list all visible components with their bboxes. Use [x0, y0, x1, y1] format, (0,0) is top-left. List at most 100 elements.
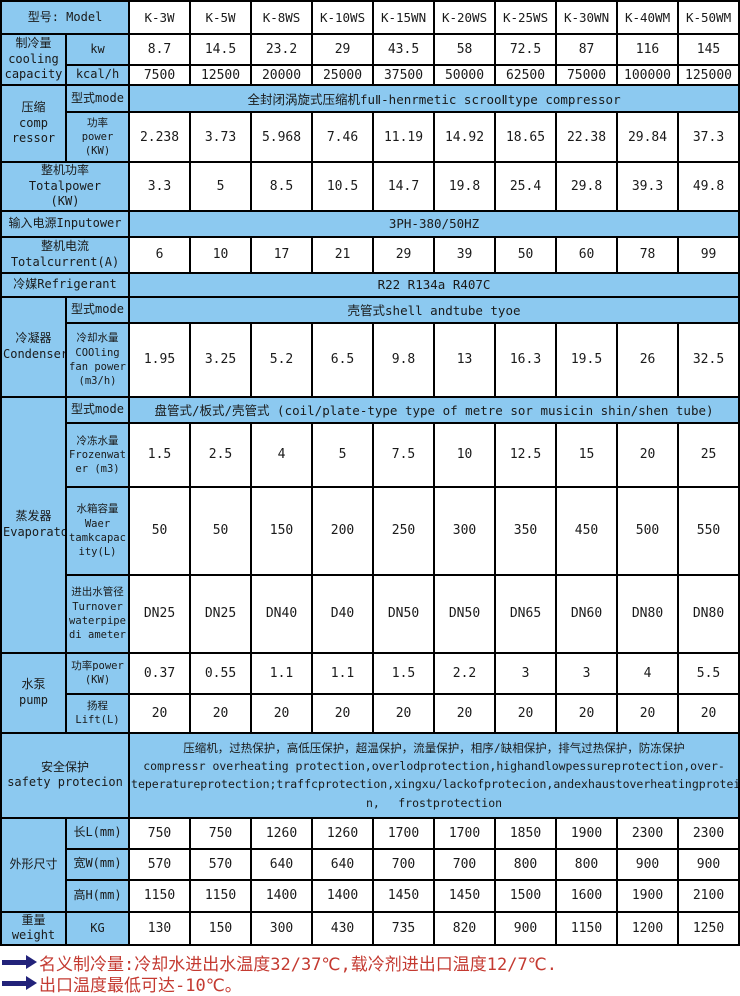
dimension-height-value: 2100	[677, 878, 740, 913]
pipe-diameter-value: DN50	[433, 573, 497, 654]
model-header-label: 型号: Model	[0, 0, 131, 35]
pipe-diameter-value: DN60	[555, 573, 619, 654]
row-label-length: 长L(mm)	[64, 816, 131, 850]
model-column-header: K-25WS	[494, 0, 558, 35]
compressor-power-value: 37.3	[677, 111, 740, 163]
cooling-kcal-value: 100000	[616, 64, 680, 86]
pipe-diameter-value: DN25	[128, 573, 192, 654]
total-power-value: 3.3	[128, 161, 192, 212]
dimension-width-value: 900	[677, 847, 740, 881]
row-label-compressor-power: 功率 power (KW)	[64, 111, 131, 163]
row-total-current: 整机电流 Totalcurrent(A) 6 10 17 21 29 39 50 60 78 99	[0, 235, 740, 274]
model-header-row: 型号: Model K-3W K-5W K-8WS K-10WS K-15WN K-20W…	[0, 0, 740, 35]
cooling-kw-value: 116	[616, 33, 680, 66]
row-label-input-power: 输入电源Inputower	[0, 209, 131, 238]
row-label-refrigerant: 冷媒Refrigerant	[0, 271, 131, 298]
compressor-power-value: 3.73	[189, 111, 253, 163]
compressor-power-value: 18.65	[494, 111, 558, 163]
total-power-value: 8.5	[250, 161, 314, 212]
group-label-compressor: 压缩 comp ressor	[0, 84, 67, 163]
total-current-value: 50	[494, 235, 558, 274]
condenser-water-value: 13	[433, 321, 497, 398]
dimension-length-value: 1260	[250, 816, 314, 850]
dimension-width-value: 640	[311, 847, 375, 881]
pump-power-value: 2.2	[433, 651, 497, 695]
input-power-value: 3PH-380/50HZ	[128, 209, 740, 238]
total-power-value: 29.8	[555, 161, 619, 212]
condenser-water-value: 3.25	[189, 321, 253, 398]
dimension-height-value: 1450	[433, 878, 497, 913]
compressor-power-value: 2.238	[128, 111, 192, 163]
footer-notes: 名义制冷量:冷却水进出水温度32/37℃,载冷剂进出口温度12/7℃. 出口温度…	[0, 946, 740, 996]
row-frozen-water: 冷冻水量 Frozenwat er (m3) 1.5 2.5 4 5 7.5 10 12.5…	[1, 421, 740, 488]
row-label-safety: 安全保护 safety protecion	[0, 731, 131, 819]
dimension-height-value: 1450	[372, 878, 436, 913]
pump-power-value: 1.1	[311, 651, 375, 695]
tank-capacity-value: 450	[555, 485, 619, 576]
model-column-header: K-50WM	[677, 0, 740, 35]
pipe-diameter-value: D40	[311, 573, 375, 654]
total-current-value: 29	[372, 235, 436, 274]
frozen-water-value: 25	[677, 421, 740, 488]
pump-lift-value: 20	[372, 692, 436, 734]
condenser-water-value: 1.95	[128, 321, 192, 398]
dimension-length-value: 1850	[494, 816, 558, 850]
row-label-pipe-diameter: 进出水管径 Turnover waterpipe di ameter	[64, 573, 131, 654]
row-label-kcal: kcal/h	[64, 64, 131, 86]
model-column-header: K-40WM	[616, 0, 680, 35]
total-current-value: 60	[555, 235, 619, 274]
frozen-water-value: 20	[616, 421, 680, 488]
cooling-kcal-value: 20000	[250, 64, 314, 86]
weight-value: 1250	[677, 910, 740, 946]
frozen-water-value: 5	[311, 421, 375, 488]
pipe-diameter-value: DN65	[494, 573, 558, 654]
row-label-height: 高H(mm)	[64, 878, 131, 913]
frozen-water-value: 2.5	[189, 421, 253, 488]
weight-value: 735	[372, 910, 436, 946]
dimension-width-value: 640	[250, 847, 314, 881]
cooling-kcal-value: 50000	[433, 64, 497, 86]
row-dimension-length: 外形尺寸 长L(mm) 750 750 1260 1260 1700 1700 1850 19…	[0, 816, 740, 913]
total-current-value: 21	[311, 235, 375, 274]
note-row: 出口温度最低可达-10℃。	[2, 973, 740, 996]
pump-power-value: 3	[555, 651, 619, 695]
dimension-width-value: 900	[616, 847, 680, 881]
row-pipe-diameter: 进出水管径 Turnover waterpipe di ameter DN25 D…	[1, 573, 740, 654]
cooling-kw-value: 72.5	[494, 33, 558, 66]
pipe-diameter-value: DN40	[250, 573, 314, 654]
note-text: 出口温度最低可达-10℃。	[39, 975, 242, 996]
group-label-evaporator: 蒸发器 Evaporator	[0, 395, 67, 654]
dimension-length-value: 1700	[433, 816, 497, 850]
cooling-kw-value: 87	[555, 33, 619, 66]
row-dimension-height: 高H(mm) 1150 1150 1400 1400 1450 1450 1500 1600 1…	[1, 878, 740, 913]
weight-value: 150	[189, 910, 253, 946]
compressor-power-value: 5.968	[250, 111, 314, 163]
pump-lift-value: 20	[311, 692, 375, 734]
tank-capacity-value: 50	[189, 485, 253, 576]
compressor-power-value: 22.38	[555, 111, 619, 163]
dimension-length-value: 2300	[616, 816, 680, 850]
dimension-height-value: 1150	[128, 878, 192, 913]
condenser-water-value: 26	[616, 321, 680, 398]
pump-lift-value: 20	[250, 692, 314, 734]
pump-lift-value: 20	[494, 692, 558, 734]
cooling-kcal-value: 125000	[677, 64, 740, 86]
safety-protection-value: 压缩机，过热保护，高低压保护，超温保护，流量保护，相序/缺相保护，排气过热保护，…	[128, 731, 740, 819]
tank-capacity-value: 50	[128, 485, 192, 576]
condenser-water-value: 19.5	[555, 321, 619, 398]
cooling-kcal-value: 25000	[311, 64, 375, 86]
pipe-diameter-value: DN25	[189, 573, 253, 654]
row-label-total-current: 整机电流 Totalcurrent(A)	[0, 235, 131, 274]
right-arrow-icon	[2, 954, 37, 969]
total-current-value: 39	[433, 235, 497, 274]
pipe-diameter-value: DN80	[616, 573, 680, 654]
pump-power-value: 0.37	[128, 651, 192, 695]
pump-lift-value: 20	[616, 692, 680, 734]
compressor-power-value: 29.84	[616, 111, 680, 163]
model-column-header: K-5W	[189, 0, 253, 35]
row-label-compressor-mode: 型式mode	[64, 84, 131, 113]
dimension-length-value: 1260	[311, 816, 375, 850]
total-current-value: 99	[677, 235, 740, 274]
cooling-kw-value: 14.5	[189, 33, 253, 66]
frozen-water-value: 7.5	[372, 421, 436, 488]
